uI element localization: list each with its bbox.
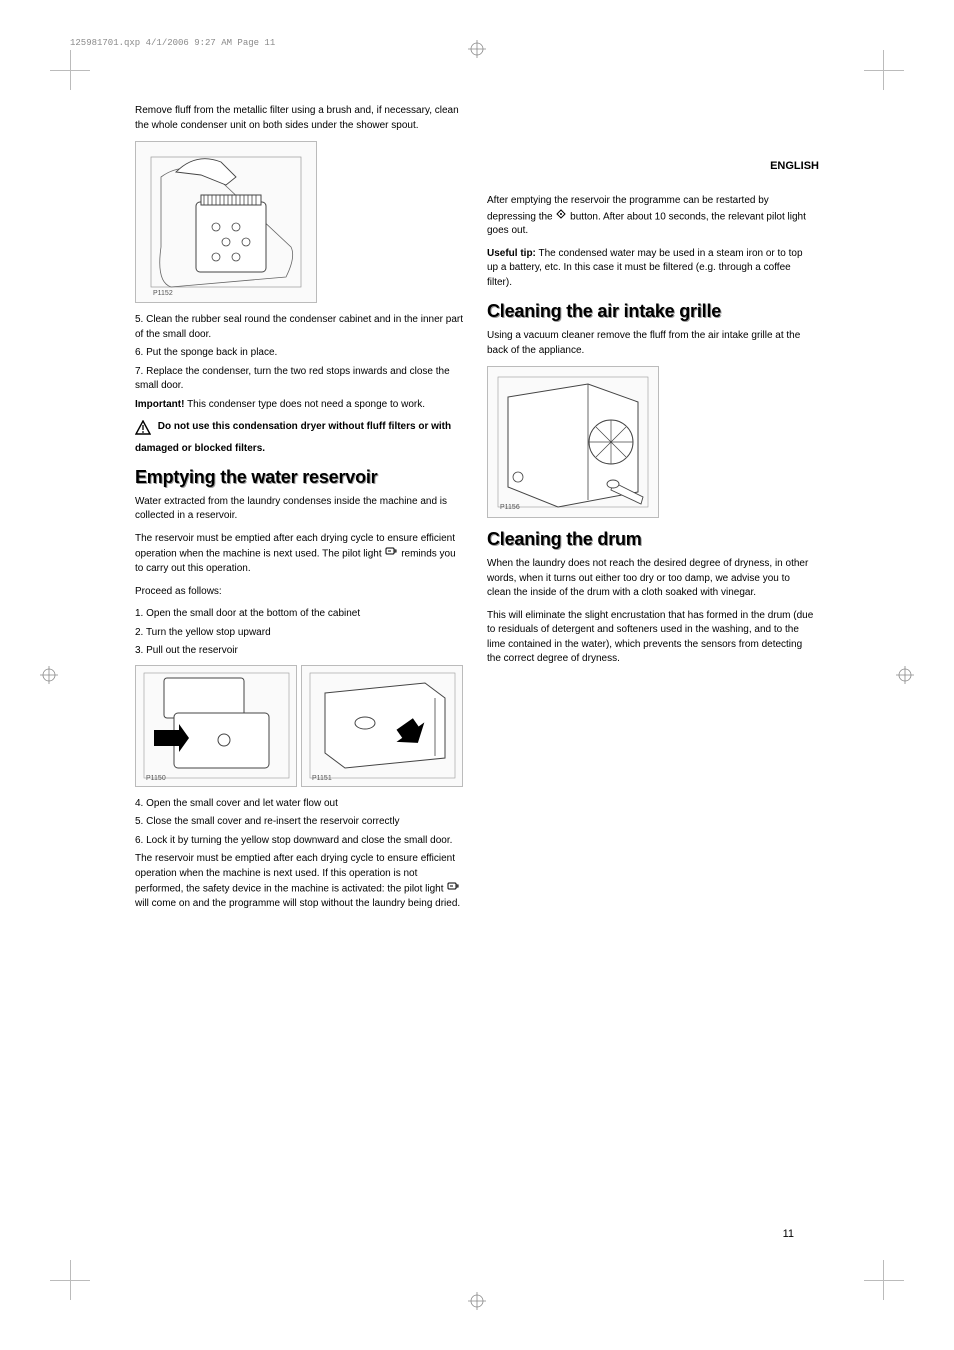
r-step-3: 3. Pull out the reservoir bbox=[135, 644, 463, 659]
figure-reservoir-a: P1150 bbox=[135, 665, 297, 787]
clean-filter-instruction: Remove fluff from the metallic filter us… bbox=[135, 104, 463, 133]
drum-para-1: When the laundry does not reach the desi… bbox=[487, 557, 815, 601]
figure-grille: P1156 bbox=[487, 366, 659, 518]
warning-icon bbox=[135, 420, 151, 442]
heading-reservoir: Emptying the water reservoir Emptying th… bbox=[135, 468, 463, 487]
useful-tip: Useful tip: The condensed water may be u… bbox=[487, 247, 815, 291]
reservoir-para-2: The reservoir must be emptied after each… bbox=[135, 532, 463, 577]
r-step-1: 1. Open the small door at the bottom of … bbox=[135, 607, 463, 622]
step-6: 6. Put the sponge back in place. bbox=[135, 346, 463, 361]
r-step-2: 2. Turn the yellow stop upward bbox=[135, 626, 463, 641]
drum-para-2: This will eliminate the slight encrustat… bbox=[487, 609, 815, 667]
registration-mark-bottom bbox=[468, 1292, 486, 1310]
step-5: 5. Clean the rubber seal round the conde… bbox=[135, 313, 463, 342]
after-emptying-para: After emptying the reservoir the program… bbox=[487, 194, 815, 239]
svg-text:P1156: P1156 bbox=[500, 504, 520, 511]
reservoir-para-1: Water extracted from the laundry condens… bbox=[135, 495, 463, 524]
step-7: 7. Replace the condenser, turn the two r… bbox=[135, 365, 463, 394]
grille-text: Using a vacuum cleaner remove the fluff … bbox=[487, 329, 815, 358]
reservoir-para-3: The reservoir must be emptied after each… bbox=[135, 852, 463, 911]
svg-text:P1151: P1151 bbox=[312, 775, 332, 782]
r-step-5: 5. Close the small cover and re-insert t… bbox=[135, 815, 463, 830]
r-step-6: 6. Lock it by turning the yellow stop do… bbox=[135, 834, 463, 849]
do-not-use-warning: Do not use this condensation dryer witho… bbox=[135, 420, 463, 456]
left-column: Remove fluff from the metallic filter us… bbox=[135, 100, 463, 920]
page-number: 11 bbox=[783, 1228, 794, 1240]
start-button-icon bbox=[556, 209, 566, 225]
figure-condenser: P1152 bbox=[135, 141, 317, 303]
figure-caption-p1152: P1152 bbox=[153, 290, 173, 297]
important-label: Important! bbox=[135, 399, 184, 410]
figure-reservoir-b: P1151 bbox=[301, 665, 463, 787]
r-step-4: 4. Open the small cover and let water fl… bbox=[135, 797, 463, 812]
reservoir-proceed: Proceed as follows: bbox=[135, 585, 463, 600]
heading-drum: Cleaning the drum Cleaning the drum bbox=[487, 530, 815, 549]
page-content: Remove fluff from the metallic filter us… bbox=[135, 100, 815, 920]
reservoir-icon bbox=[385, 546, 397, 562]
do-not-use-text: Do not use this condensation dryer witho… bbox=[135, 421, 451, 454]
registration-mark-top bbox=[468, 40, 486, 58]
figure-row-reservoir: P1150 P1151 bbox=[135, 665, 463, 787]
important-note-1: Important! This condenser type does not … bbox=[135, 398, 463, 413]
svg-text:P1150: P1150 bbox=[146, 775, 166, 782]
registration-mark-left bbox=[40, 666, 58, 684]
useful-tip-label: Useful tip: bbox=[487, 248, 536, 259]
registration-mark-right bbox=[896, 666, 914, 684]
heading-grille: Cleaning the air intake grille Cleaning … bbox=[487, 302, 815, 321]
print-header: 125981701.qxp 4/1/2006 9:27 AM Page 11 bbox=[70, 38, 275, 48]
important-text: This condenser type does not need a spon… bbox=[187, 399, 425, 410]
right-column: After emptying the reservoir the program… bbox=[487, 100, 815, 920]
reservoir-icon-2 bbox=[447, 881, 459, 897]
